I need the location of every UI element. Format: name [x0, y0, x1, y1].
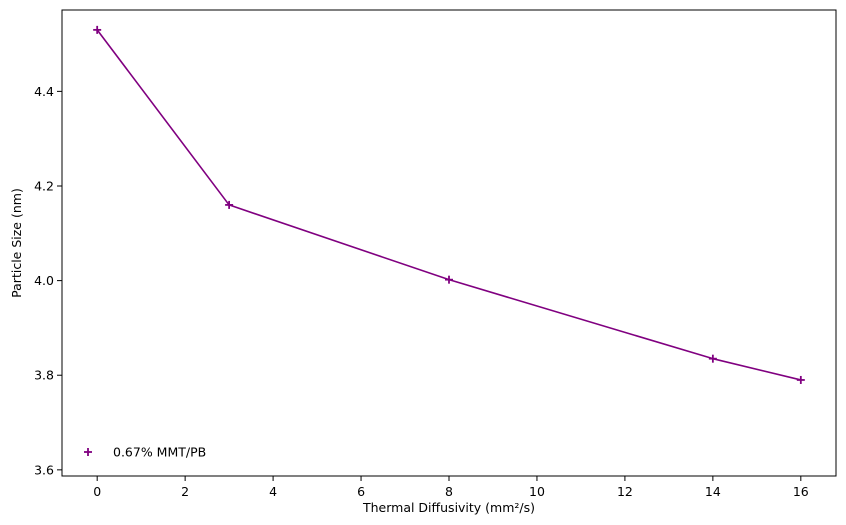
axes: 0 2 4 6 8 10 12 14 16 3.6 3.8 4.0 4.2 4.4 Thermal Diff…: [9, 9, 837, 515]
plot-area: [93, 25, 805, 384]
x-tick-label: 8: [445, 484, 453, 499]
data-point-marker: [796, 375, 805, 384]
data-point-marker: [225, 200, 234, 209]
x-axis-label: Thermal Diffusivity (mm²/s): [362, 500, 535, 515]
y-tick-label: 3.6: [34, 462, 54, 477]
legend: 0.67% MMT/PB: [84, 445, 206, 460]
x-tick-label: 10: [529, 484, 545, 499]
y-tick-label: 3.8: [34, 368, 54, 383]
x-tick-label: 16: [793, 484, 809, 499]
y-axis-label: Particle Size (nm): [9, 188, 24, 298]
x-tick-label: 14: [705, 484, 721, 499]
y-tick-label: 4.2: [34, 178, 54, 193]
x-tick-label: 0: [93, 484, 101, 499]
legend-label: 0.67% MMT/PB: [113, 445, 206, 460]
y-tick-label: 4.4: [34, 84, 54, 99]
data-point-marker: [445, 275, 453, 284]
legend-marker: [84, 448, 92, 456]
y-tick-label: 4.0: [34, 273, 54, 288]
x-tick-label: 12: [617, 484, 633, 499]
data-point-marker: [708, 354, 717, 363]
data-point-marker: [93, 25, 102, 34]
x-tick-label: 4: [269, 484, 277, 499]
x-tick-label: 6: [357, 484, 365, 499]
x-tick-label: 2: [181, 484, 189, 499]
